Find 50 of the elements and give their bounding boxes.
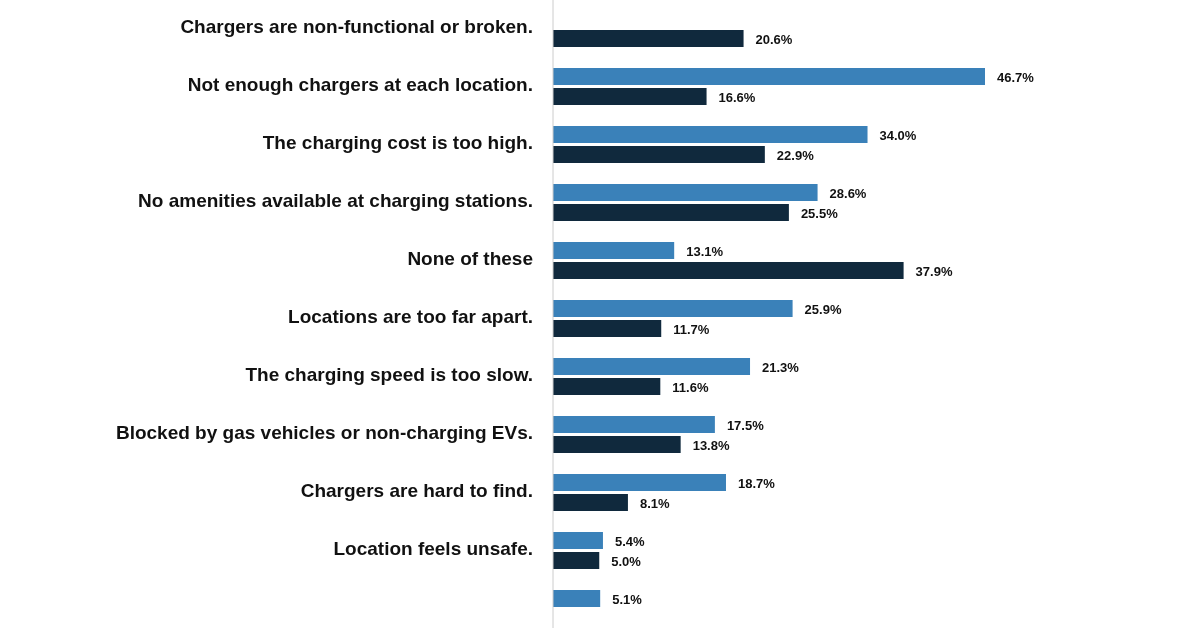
data-label: 13.1% <box>686 243 724 259</box>
y-tick-label: Locations are too far apart. <box>288 306 533 327</box>
bar <box>553 126 868 143</box>
bar <box>553 320 662 337</box>
data-label: 18.7% <box>737 475 776 491</box>
y-tick-label: Chargers are non-functional or broken. <box>180 16 533 37</box>
data-label: 28.6% <box>829 185 867 201</box>
y-tick-label: None of these <box>407 248 533 269</box>
data-label: 37.9% <box>915 263 953 279</box>
bar <box>553 358 751 375</box>
data-label: 5.0% <box>611 553 642 569</box>
data-label: 46.7% <box>997 69 1035 85</box>
y-tick-label: Not enough chargers at each location. <box>187 74 533 95</box>
data-label: 5.1% <box>612 591 643 607</box>
bar <box>553 242 675 259</box>
y-tick-label: No amenities available at charging stations. <box>138 190 533 211</box>
bar <box>553 262 904 279</box>
bar <box>553 416 715 433</box>
bar <box>553 436 681 453</box>
data-label: 17.5% <box>726 417 765 433</box>
bar <box>553 184 818 201</box>
bar <box>553 590 601 607</box>
bar <box>553 146 765 163</box>
bar <box>553 88 707 105</box>
data-label: 13.8% <box>692 437 730 453</box>
y-tick-label: Location feels unsafe. <box>333 538 533 559</box>
data-label: 8.1% <box>639 495 670 511</box>
y-tick-label: Blocked by gas vehicles or non-charging EVs. <box>115 422 533 443</box>
data-label: 11.6% <box>672 379 709 395</box>
data-label: 5.4% <box>614 533 646 549</box>
y-tick-label: Chargers are hard to find. <box>300 480 533 501</box>
data-label: 20.6% <box>755 31 793 47</box>
bar <box>553 532 603 549</box>
bar <box>553 300 793 317</box>
bar <box>553 494 628 511</box>
data-label: 16.6% <box>718 89 756 105</box>
data-label: 25.9% <box>804 301 842 317</box>
data-label: 11.7% <box>673 321 710 337</box>
y-tick-label: The charging speed is too slow. <box>245 364 533 385</box>
bar <box>553 204 789 221</box>
y-tick-label: The charging cost is too high. <box>262 132 533 153</box>
data-label: 34.0% <box>879 127 917 143</box>
data-label: 22.9% <box>776 147 815 163</box>
bar <box>553 378 661 395</box>
data-label: 25.5% <box>800 205 839 221</box>
bar <box>553 552 600 569</box>
data-label: 21.3% <box>762 359 800 375</box>
bar <box>553 68 985 85</box>
bar <box>553 474 726 491</box>
bar <box>553 30 744 47</box>
